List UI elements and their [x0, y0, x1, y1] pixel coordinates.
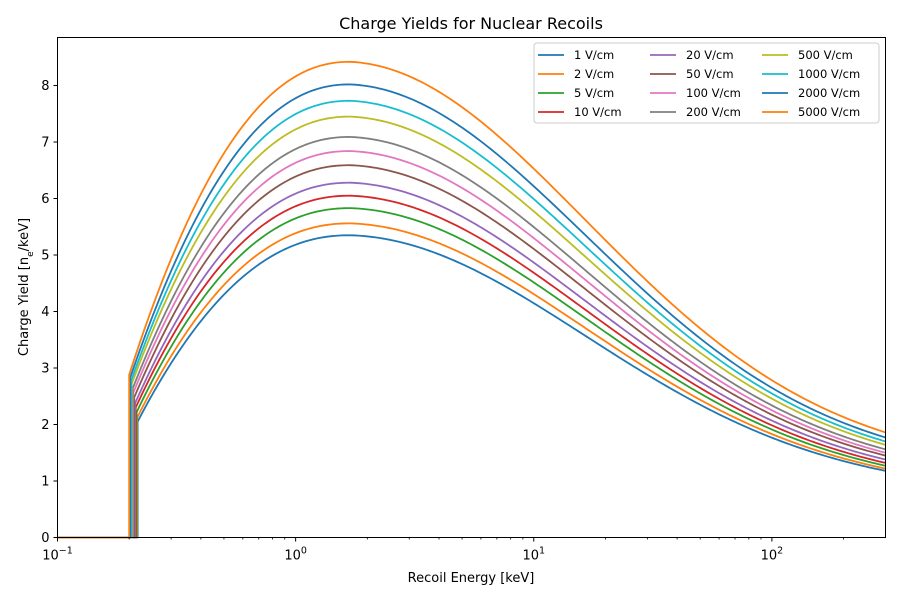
- series-line-8: [57, 136, 886, 539]
- plot-frame: [57, 37, 886, 538]
- legend-label: 20 V/cm: [686, 48, 734, 62]
- legend-label: 1 V/cm: [574, 48, 614, 62]
- y-tick-label: 7: [41, 136, 49, 151]
- y-tick-label: 5: [41, 249, 49, 264]
- x-tick-label: 100: [284, 546, 307, 564]
- series-line-7: [57, 150, 886, 539]
- x-tick-label: 10−1: [42, 546, 73, 564]
- legend-label: 500 V/cm: [798, 48, 853, 62]
- y-tick-label: 1: [41, 475, 49, 490]
- legend-label: 200 V/cm: [686, 105, 741, 119]
- legend-label: 100 V/cm: [686, 86, 741, 100]
- y-axis: 0 1 2 3 4 5 6 7 8: [41, 79, 58, 546]
- legend: 1 V/cm 2 V/cm 5 V/cm 10 V/cm 20 V/cm 50 V/cm 1…: [533, 42, 880, 124]
- series-line-2: [57, 222, 886, 539]
- series-line-12: [57, 60, 886, 539]
- y-tick-label: 8: [41, 79, 49, 94]
- legend-label: 5000 V/cm: [798, 105, 860, 119]
- series-line-10: [57, 99, 886, 539]
- legend-label: 2000 V/cm: [798, 86, 860, 100]
- legend-box: [533, 42, 880, 124]
- legend-label: 10 V/cm: [574, 105, 622, 119]
- chart-title: Charge Yields for Nuclear Recoils: [339, 14, 603, 33]
- legend-label: 5 V/cm: [574, 86, 614, 100]
- legend-label: 50 V/cm: [686, 67, 734, 81]
- x-tick-label: 101: [522, 546, 545, 564]
- series-line-1: [57, 234, 886, 539]
- legend-label: 2 V/cm: [574, 67, 614, 81]
- series-line-9: [57, 115, 886, 539]
- x-tick-label: 102: [761, 546, 784, 564]
- y-tick-label: 6: [41, 192, 49, 207]
- series-line-6: [57, 164, 886, 539]
- y-tick-label: 2: [41, 418, 49, 433]
- y-tick-label: 3: [41, 362, 49, 377]
- series-line-5: [57, 181, 886, 539]
- series-line-3: [57, 207, 886, 539]
- y-tick-label: 4: [41, 305, 49, 320]
- series-line-4: [57, 194, 886, 539]
- legend-label: 1000 V/cm: [798, 67, 860, 81]
- series-line-11: [57, 83, 886, 539]
- y-tick-label: 0: [41, 531, 49, 546]
- y-axis-title: Charge Yield [ne/keV]: [17, 218, 36, 356]
- x-axis-title: Recoil Energy [keV]: [408, 571, 535, 586]
- series-layer: [57, 60, 886, 539]
- x-axis: 10−1 100 101 102: [42, 537, 844, 564]
